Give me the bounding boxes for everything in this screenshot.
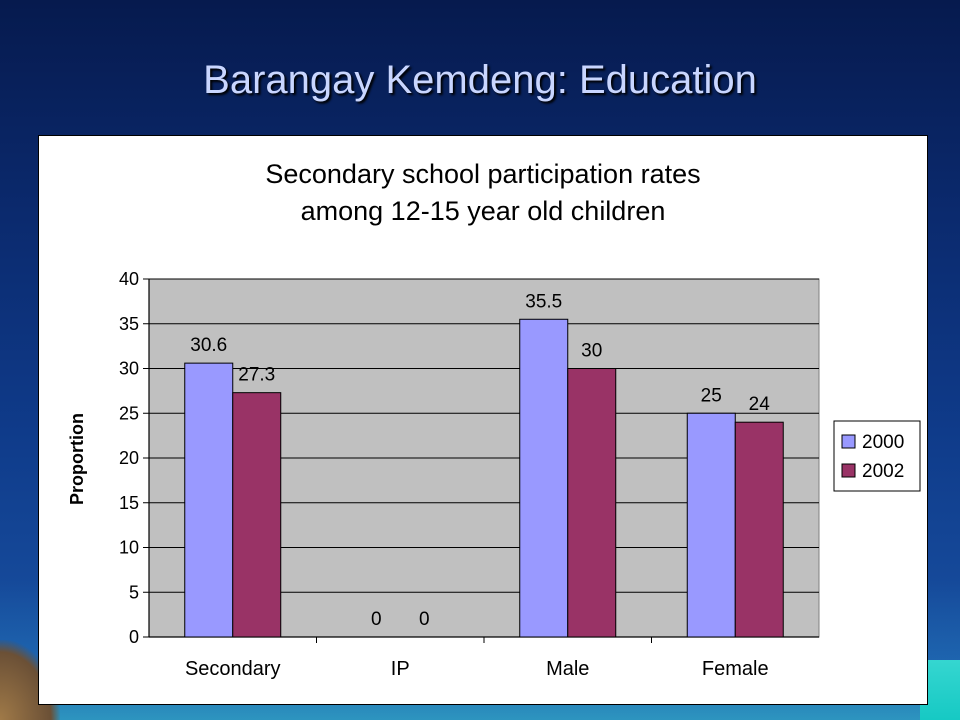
y-tick-label: 15 bbox=[119, 493, 139, 513]
y-tick-label: 30 bbox=[119, 359, 139, 379]
data-label: 30.6 bbox=[190, 335, 227, 356]
bar-2002-female bbox=[734, 421, 784, 638]
data-label: 24 bbox=[749, 394, 771, 415]
legend-label-2000: 2000 bbox=[862, 432, 904, 453]
y-tick-label: 35 bbox=[119, 314, 139, 334]
y-tick-label: 0 bbox=[129, 627, 139, 647]
bar-2000-male bbox=[519, 318, 569, 638]
plot-area: 0 5 10 15 20 25 30 35 40 30.6 27.3 Secondary 0 0 IP 35.… bbox=[119, 269, 820, 680]
data-label: 30 bbox=[581, 341, 602, 362]
bar-2002-secondary bbox=[232, 392, 282, 638]
bar-2000-secondary bbox=[184, 362, 234, 638]
y-tick-label: 40 bbox=[119, 269, 139, 289]
bar-chart: Secondary school participation rates amo… bbox=[67, 159, 921, 680]
slide-title: Barangay Kemdeng: Education bbox=[203, 58, 757, 102]
data-label: 27.3 bbox=[238, 365, 275, 386]
x-category-label: Male bbox=[546, 658, 589, 680]
legend-swatch-2000 bbox=[841, 434, 856, 449]
data-label: 0 bbox=[371, 609, 382, 630]
bar-2002-male bbox=[567, 368, 617, 638]
data-label: 35.5 bbox=[525, 291, 562, 312]
x-category-label: Secondary bbox=[185, 658, 281, 680]
bar-2000-female bbox=[686, 412, 736, 638]
chart-frame: Secondary school participation rates amo… bbox=[38, 135, 928, 705]
legend: 2000 2002 bbox=[833, 420, 921, 492]
y-axis-label: Proportion bbox=[67, 413, 87, 505]
y-tick-label: 10 bbox=[119, 538, 139, 558]
legend-swatch-2002 bbox=[841, 463, 856, 478]
data-label: 25 bbox=[701, 385, 722, 406]
data-label: 0 bbox=[419, 609, 430, 630]
y-tick-label: 25 bbox=[119, 403, 139, 423]
legend-label-2002: 2002 bbox=[862, 461, 904, 482]
chart-title-line-2: among 12-15 year old children bbox=[301, 196, 666, 226]
x-category-label: Female bbox=[702, 658, 769, 680]
y-tick-label: 5 bbox=[129, 582, 139, 602]
chart-title-line-1: Secondary school participation rates bbox=[265, 159, 700, 189]
legend-box bbox=[833, 420, 921, 492]
y-tick-label: 20 bbox=[119, 448, 139, 468]
x-category-label: IP bbox=[391, 658, 410, 680]
